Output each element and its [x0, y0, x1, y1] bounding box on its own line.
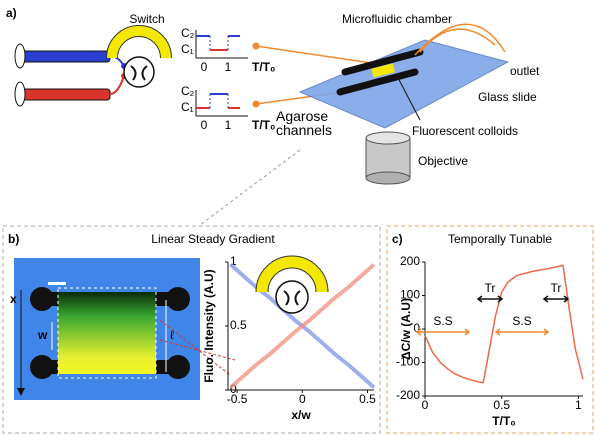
panel-label: c)	[392, 232, 403, 246]
panel-label: b)	[8, 232, 19, 246]
annotation-arrow	[544, 296, 568, 302]
x-tick-label: 0.5	[359, 392, 376, 406]
annotation: S.S	[512, 314, 531, 328]
x-axis-label: x/w	[291, 408, 311, 422]
figure-canvas: a) b) c) Switch C₂ C₁ 0 1 T/T₀ C₂ C₁ 0 1 T/T₀ Microflu…	[0, 0, 596, 436]
c1-label: C₁	[181, 100, 194, 114]
tick-label: 1	[225, 60, 232, 74]
c2-label: C₂	[181, 26, 195, 40]
y-tick-label: 0.5	[230, 318, 247, 332]
y-tick-label: 200	[400, 254, 420, 268]
axis-label: T/T₀	[252, 118, 275, 132]
x-axis-label: T/T₀	[492, 414, 515, 428]
annotation: Tr	[485, 281, 496, 295]
annotation: Tr	[551, 281, 562, 295]
valve	[112, 31, 166, 87]
setup-label: Glass slide	[478, 90, 537, 104]
x-tick-label: 0.5	[493, 398, 510, 412]
c1-label: C₁	[181, 42, 194, 56]
tick-label: 1	[225, 118, 232, 132]
y-tick-label: -200	[396, 388, 420, 402]
axis-label: T/T₀	[252, 60, 275, 74]
setup-label: Fluorescent colloids	[412, 124, 518, 138]
annotation-arrow	[478, 296, 502, 302]
y-axis-label: ΔC/w (A.U)	[399, 298, 413, 360]
image-label: ℓ	[170, 328, 174, 342]
panel-label: a)	[6, 6, 17, 20]
tick-label: 0	[201, 118, 208, 132]
switch-label: Switch	[129, 12, 164, 26]
valve	[276, 281, 308, 313]
x-tick-label: 0	[422, 398, 429, 412]
image-label: x	[10, 292, 17, 306]
figure: a) b) c) Switch C₂ C₁ 0 1 T/T₀ C₂ C₁ 0 1 T/T₀ Microflu…	[0, 0, 596, 436]
chart-title: Temporally Tunable	[448, 232, 552, 246]
y-axis-label: Fluo. Intensity (A.U)	[202, 269, 216, 382]
annotation: S.S	[433, 314, 452, 328]
annotation-arrow	[496, 329, 548, 335]
c2-label: C₂	[181, 84, 195, 98]
agarose-label: Agarose channels	[276, 109, 342, 137]
setup-label: outlet	[510, 64, 540, 78]
chart-title: Linear Steady Gradient	[151, 232, 275, 246]
setup-label: Objective	[418, 154, 468, 168]
x-tick-label: 0	[299, 392, 306, 406]
x-tick-label: -0.5	[227, 392, 248, 406]
image-label: w	[37, 328, 48, 342]
tick-label: 0	[201, 60, 208, 74]
x-tick-label: 1	[575, 398, 582, 412]
setup-label: Microfluidic chamber	[342, 12, 452, 26]
